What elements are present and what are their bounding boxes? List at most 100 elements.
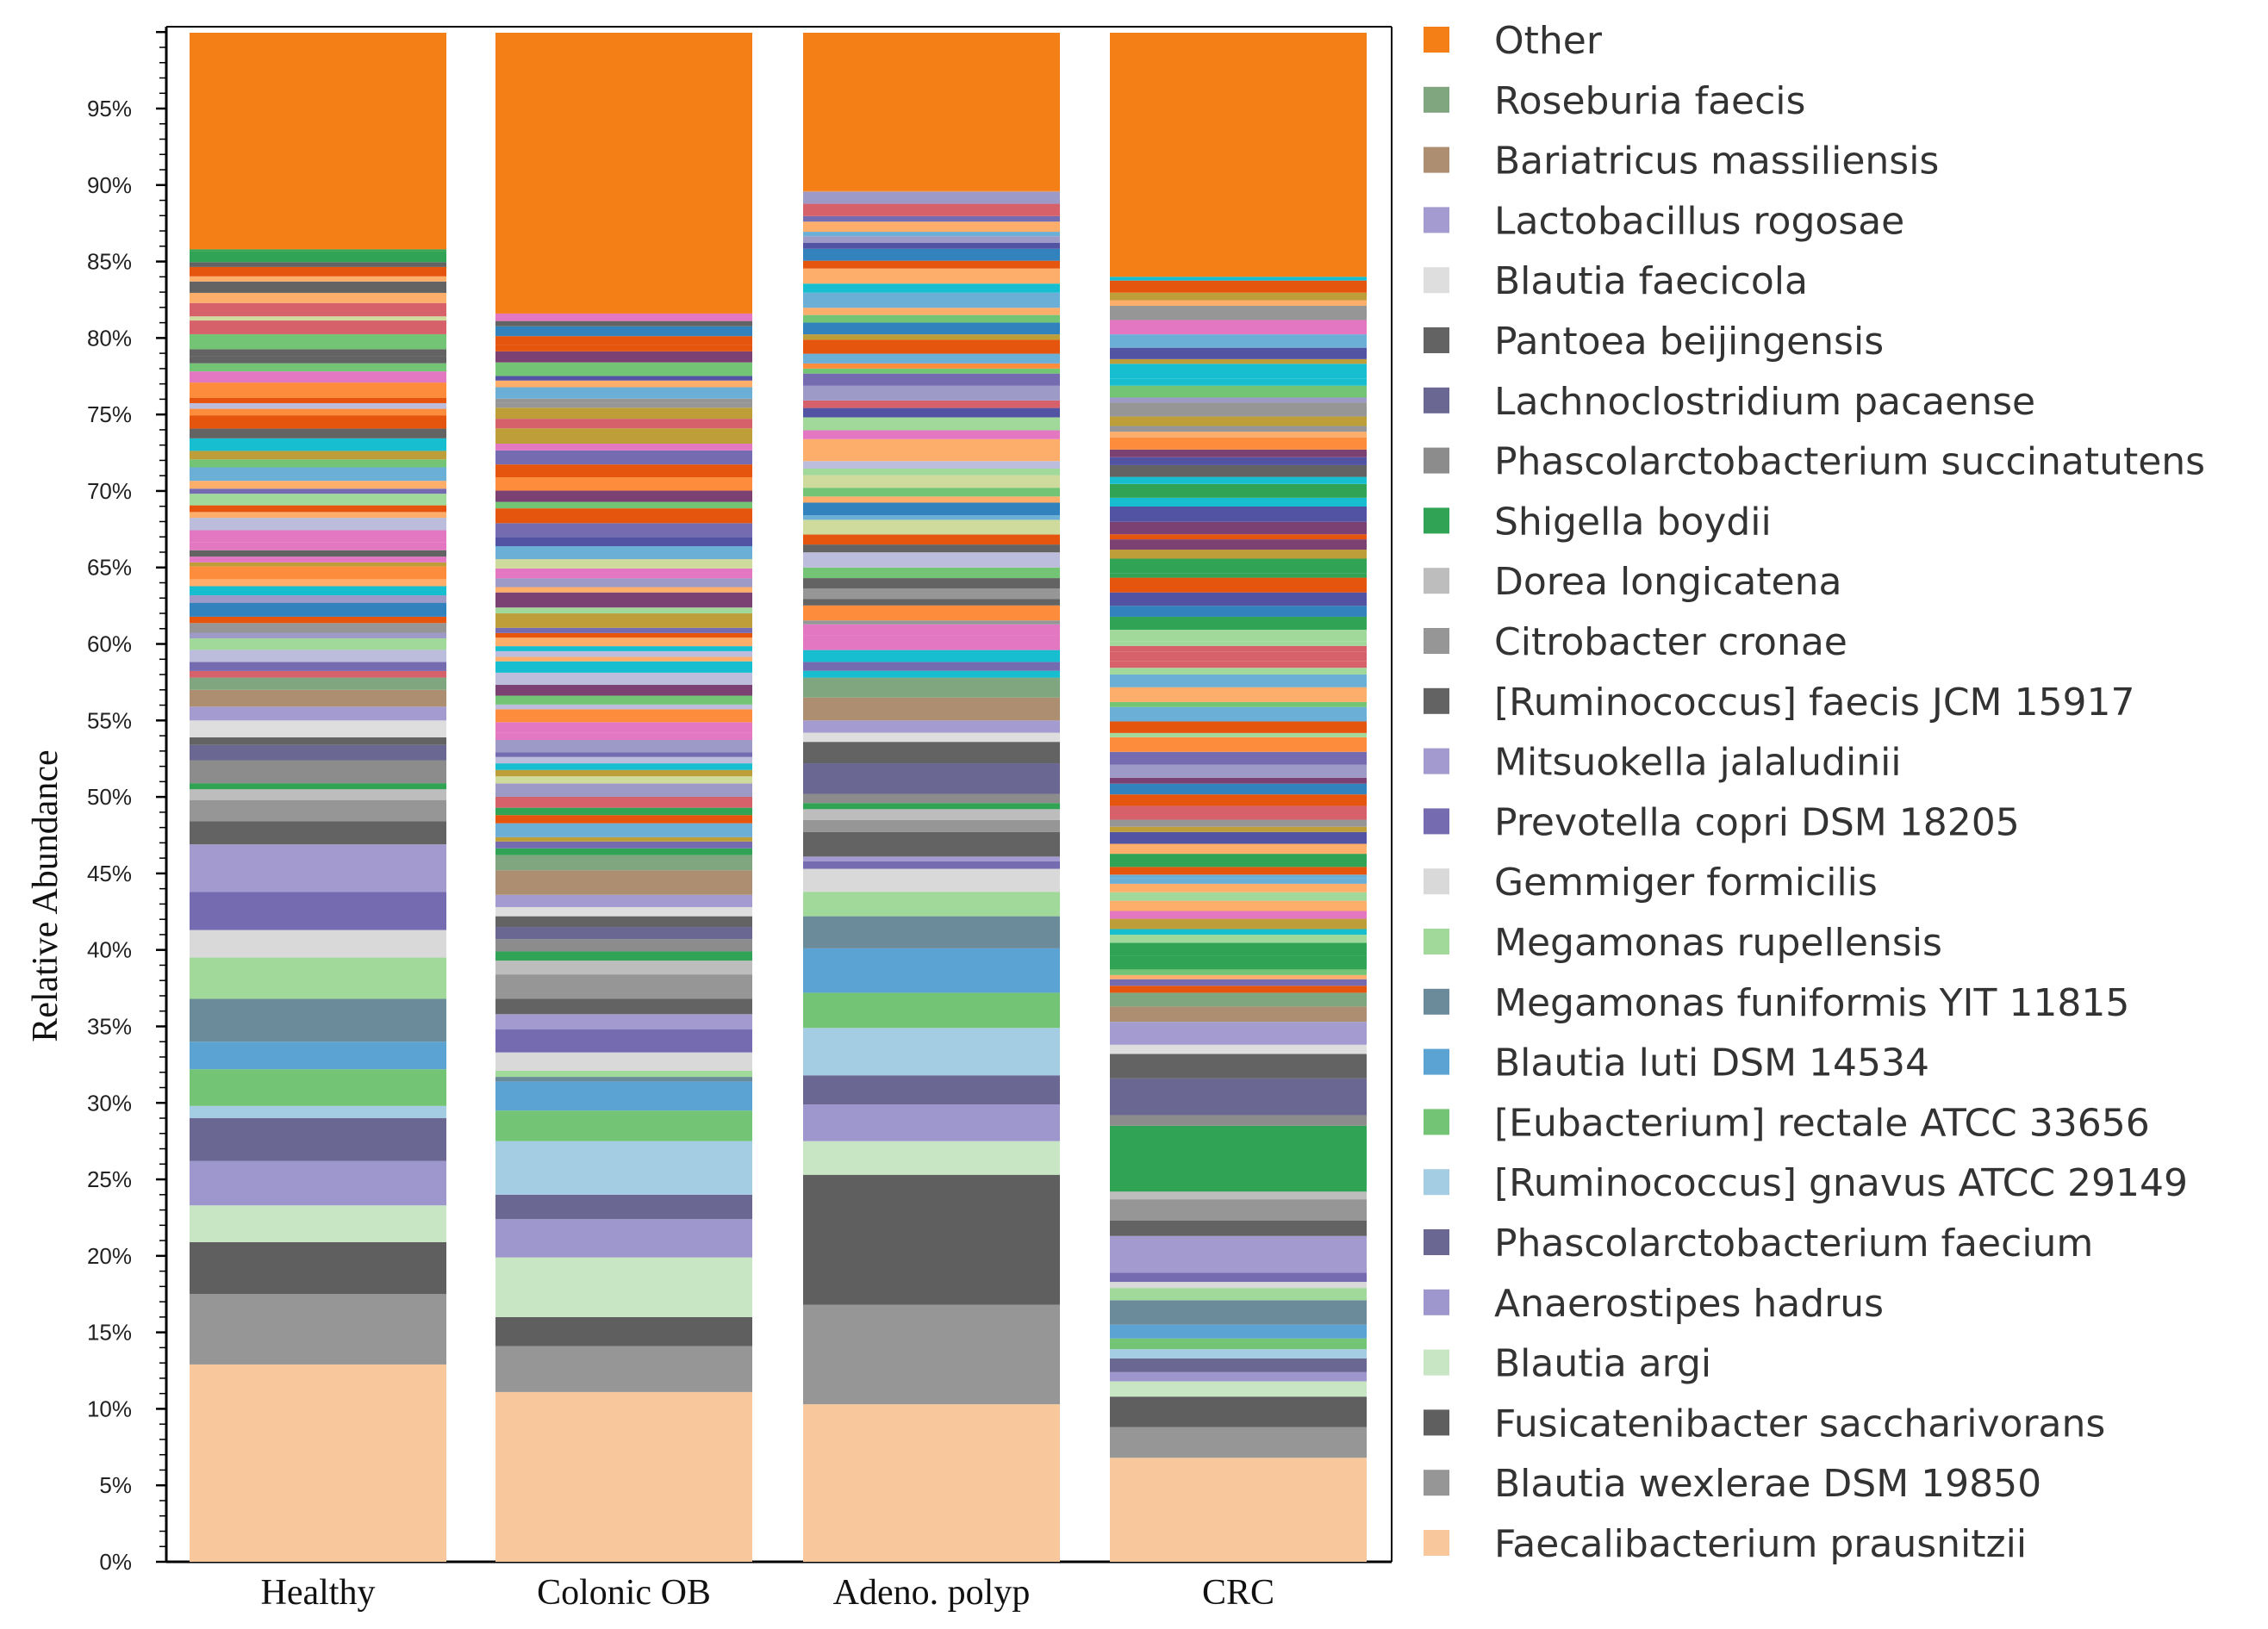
legend-item: [Eubacterium] rectale ATCC 33656 [1424, 1101, 2150, 1145]
bar-segment-misc [803, 190, 1060, 192]
bar-segment [803, 819, 1060, 832]
bar-segment [1110, 1272, 1367, 1283]
legend-item: Blautia luti DSM 14534 [1424, 1041, 1929, 1085]
y-tick-label: 10% [87, 1396, 132, 1421]
legend-label: Blautia luti DSM 14534 [1494, 1041, 1929, 1085]
bar-segment [1110, 1199, 1367, 1221]
legend-label: Lactobacillus rogosae [1494, 199, 1904, 243]
bar-segment [190, 1294, 446, 1365]
bar-segment-misc [495, 592, 752, 608]
bar-segment-misc [1110, 843, 1367, 855]
bar-stack-crc [1110, 33, 1367, 1562]
bar-segment [803, 892, 1060, 917]
bar-segment [495, 1029, 752, 1053]
bar-segment-misc [190, 428, 446, 438]
bar-segment-misc [1110, 969, 1367, 975]
bar-segment-misc [190, 408, 446, 416]
bar-segment [495, 894, 752, 907]
bar-segment-misc [190, 438, 446, 451]
bar-segment-misc [1110, 874, 1367, 879]
legend-swatch [1424, 27, 1449, 53]
bar-segment-misc [495, 752, 752, 757]
bar-segment-misc [1110, 732, 1367, 737]
legend-label: Megamonas rupellensis [1494, 921, 1942, 965]
bar-segment-misc [1110, 687, 1367, 702]
bar-segment [190, 720, 446, 737]
bar-segment [803, 763, 1060, 794]
bar-segment-misc [1110, 661, 1367, 668]
bar-segment [495, 1141, 752, 1195]
bar-segment-misc [495, 402, 752, 408]
bar-segment-misc [190, 562, 446, 567]
bar-segment [803, 868, 1060, 892]
bar-segment [803, 793, 1060, 804]
legend-label: Citrobacter cronae [1494, 620, 1847, 664]
bar-segment-misc [190, 632, 446, 639]
bar-segment [803, 856, 1060, 861]
bar-segment-misc [495, 444, 752, 451]
bar-segment-misc [495, 848, 752, 855]
bar-segment-misc [803, 567, 1060, 579]
bar-segment [803, 1174, 1060, 1305]
bar-segment-misc [495, 464, 752, 478]
bar-segment-misc [803, 292, 1060, 308]
bar-segment-misc [803, 515, 1060, 520]
y-tick-label: 85% [87, 249, 132, 275]
x-tick-label: Colonic OB [537, 1573, 711, 1613]
bar-segment [495, 1346, 752, 1392]
bar-segment-misc [190, 518, 446, 531]
bar-stack-colonic-ob [495, 33, 752, 1562]
bar-segment [803, 916, 1060, 948]
bar-segment [190, 844, 446, 892]
y-tick-label: 5% [99, 1472, 132, 1498]
bar-segment-misc [1110, 616, 1367, 630]
bar-segment [803, 1028, 1060, 1076]
bar-segment-misc [1110, 651, 1367, 662]
bar-segment-misc [190, 415, 446, 429]
legend-item: Gemmiger formicilis [1424, 861, 1878, 905]
bar-segment [495, 998, 752, 1015]
bar-segment-misc [803, 268, 1060, 284]
legend-item: Mitsuokella jalaludinii [1424, 741, 1902, 785]
bar-stack-adeno-polyp [803, 33, 1060, 1562]
bar-segment-misc [1110, 974, 1367, 979]
bar-segment-misc [1110, 539, 1367, 550]
bar-segment [1110, 1371, 1367, 1382]
bar-segment [1110, 1282, 1367, 1289]
bar-segment [1110, 1338, 1367, 1350]
bar-segment-misc [803, 605, 1060, 621]
bar-segment-misc [1110, 819, 1367, 827]
legend-label: Roseburia faecis [1494, 79, 1805, 123]
bar-segment-misc [495, 695, 752, 705]
bar-segment-misc [803, 635, 1060, 650]
bar-segment [803, 742, 1060, 764]
legend-swatch [1424, 207, 1449, 233]
bar-segment-misc [190, 616, 446, 624]
bar-segment-misc [1110, 464, 1367, 477]
bar-segment-misc [190, 281, 446, 293]
bar-segment [190, 789, 446, 800]
bar-segment-misc [495, 345, 752, 351]
legend-swatch [1424, 1169, 1449, 1196]
bar-segment-misc [803, 203, 1060, 216]
bar-segment-misc [190, 512, 446, 519]
bar-segment-misc [1110, 280, 1367, 293]
bar-segment-misc [190, 650, 446, 662]
bar-segment-misc [495, 776, 752, 784]
bar-segment [495, 1110, 752, 1141]
y-tick-label: 55% [87, 707, 132, 733]
bar-segment-misc [1110, 277, 1367, 281]
bar-segment-misc [1110, 979, 1367, 986]
bar-segment-misc [190, 467, 446, 482]
bar-segment-misc [1110, 437, 1367, 450]
bar-segment-misc [495, 763, 752, 770]
axes: 0% 5% 10% 15% 20% 25% 30% 35% 40% 45% 50% 55% 60% 65%… [87, 26, 1393, 1575]
legend-item: Dorea longicatena [1424, 560, 1841, 604]
y-tick-label: 45% [87, 861, 132, 886]
bar-segment [1110, 1044, 1367, 1054]
bar-segment-misc [803, 353, 1060, 364]
legend-swatch [1424, 1530, 1449, 1556]
bar-segment-misc [1110, 935, 1367, 943]
legend-label: Phascolarctobacterium succinatutens [1494, 440, 2205, 484]
